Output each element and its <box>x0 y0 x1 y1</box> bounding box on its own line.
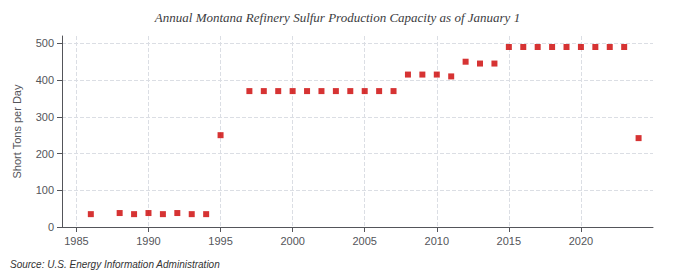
svg-text:2015: 2015 <box>497 235 521 247</box>
svg-text:Source: U.S. Energy Informatio: Source: U.S. Energy Information Administ… <box>10 259 220 270</box>
svg-text:0: 0 <box>48 221 54 233</box>
svg-text:2000: 2000 <box>280 235 304 247</box>
svg-text:Annual Montana Refinery Sulfur: Annual Montana Refinery Sulfur Productio… <box>154 10 520 25</box>
svg-text:1990: 1990 <box>136 235 160 247</box>
svg-text:100: 100 <box>36 184 54 196</box>
svg-text:400: 400 <box>36 74 54 86</box>
svg-text:200: 200 <box>36 148 54 160</box>
svg-text:Short Tons per Day: Short Tons per Day <box>11 84 23 178</box>
svg-text:2020: 2020 <box>569 235 593 247</box>
svg-text:2005: 2005 <box>352 235 376 247</box>
svg-text:1995: 1995 <box>208 235 232 247</box>
svg-text:2010: 2010 <box>425 235 449 247</box>
svg-text:1985: 1985 <box>64 235 88 247</box>
svg-text:500: 500 <box>36 37 54 49</box>
svg-text:300: 300 <box>36 111 54 123</box>
